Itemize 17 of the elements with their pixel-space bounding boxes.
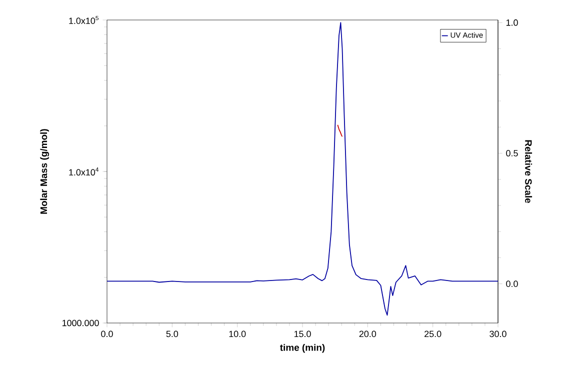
x-tick-label: 0.0: [101, 330, 113, 338]
y-tick-label: 1.0x10$^{4}$: [69, 167, 99, 176]
x-tick-label: 20.0: [359, 330, 376, 338]
x-tick-label: 15.0: [294, 330, 311, 338]
x-tick-label: 25.0: [424, 330, 442, 338]
x-tick-label: 10.0: [229, 330, 246, 338]
x-axis-title: time (min): [280, 344, 325, 353]
y2-tick-label: 0.5: [506, 150, 518, 156]
y-axis-title: Molar Mass (g/mol): [40, 129, 50, 214]
y2-tick-label: 1.0: [506, 19, 518, 26]
line-series: [337, 124, 343, 138]
x-tick-label: 30.0: [490, 330, 506, 338]
x-tick-label: 5.0: [166, 330, 178, 338]
y2-tick-label: 0.0: [506, 280, 518, 287]
y-tick-label: 1000.000: [62, 320, 99, 326]
y2-axis-title: Relative Scale: [525, 140, 532, 203]
y-tick-label: 1.0x10$^{5}$: [69, 16, 98, 24]
